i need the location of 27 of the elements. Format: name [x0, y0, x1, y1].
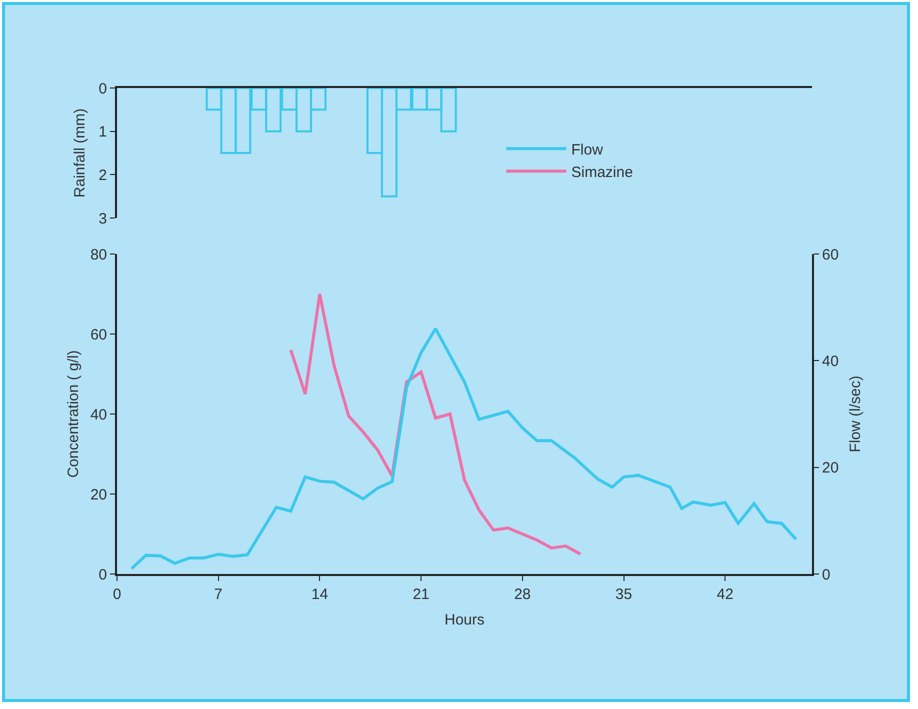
x-tick-label: 0: [112, 586, 122, 603]
x-tick-label: 28: [514, 586, 531, 603]
y-tick-label: 40: [90, 406, 107, 424]
y-axis-title: Rainfall (mm): [71, 108, 88, 198]
y2-tick-label: 0: [822, 566, 830, 584]
y2-tick-label: 20: [822, 460, 839, 477]
y-tick-label: 2: [98, 166, 107, 184]
y2-tick-label: 60: [822, 246, 839, 264]
y-axis-title: Concentration ( g/l): [65, 350, 82, 478]
line-series: [130, 327, 798, 570]
y-tick-label: 3: [98, 210, 107, 228]
x-tick-label: 21: [412, 586, 430, 603]
x-tick-label: 14: [311, 586, 328, 603]
y2-tick-label: 40: [822, 352, 839, 370]
x-axis-title: Hours: [444, 612, 485, 628]
y-tick-label: 0: [98, 566, 107, 584]
y-tick-label: 0: [98, 80, 107, 98]
y-tick-label: 80: [90, 246, 107, 264]
x-tick-label: 42: [716, 586, 734, 603]
y2-axis-title: Flow (l/sec): [847, 376, 864, 452]
x-tick-label: 35: [615, 586, 632, 603]
y-tick-label: 60: [90, 326, 107, 344]
x-tick-label: 7: [214, 586, 223, 603]
legend-label: Simazine: [571, 164, 633, 181]
y-tick-label: 20: [90, 486, 107, 504]
y-tick-label: 1: [98, 124, 107, 141]
legend-label: Flow: [571, 142, 604, 158]
